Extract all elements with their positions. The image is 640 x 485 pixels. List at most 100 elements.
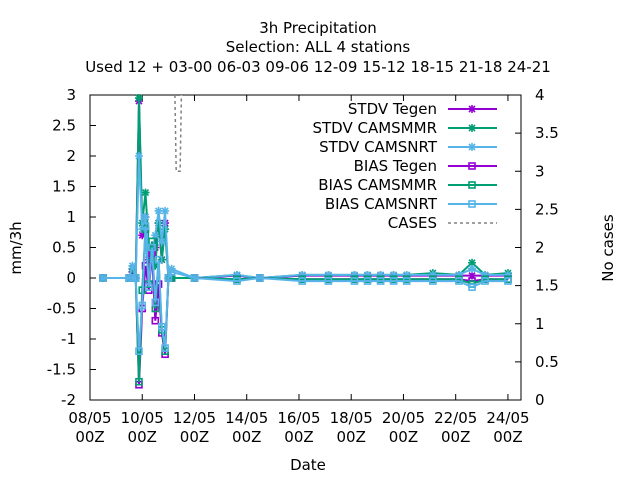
data-point [481,277,489,285]
legend-label: STDV CAMSNRT [319,138,438,156]
data-point [134,152,143,160]
y-tick-label: 1.5 [52,178,76,196]
data-point [135,377,143,386]
x-axis-label: Date [290,456,326,474]
data-point [429,277,437,285]
x-tick-label-date: 22/05 [434,409,477,427]
ticks-layer: 3 2.5 2 1.5 1 0.5 0 -0.5 -1 -1.5 -2 4 3.5 3 2.5 2 1.5 1 0.… [47,86,559,446]
data-point [481,270,490,279]
data-point [151,298,160,307]
data-point [428,270,437,279]
y-tick-label: 2.5 [52,117,76,135]
x-tick-label-date: 18/05 [330,409,373,427]
y2-tick-label: 0 [535,391,545,409]
data-point [154,219,163,228]
x-tick-label-date: 16/05 [277,409,320,427]
data-point [324,277,333,285]
x-tick-label-date: 20/05 [382,409,425,427]
data-point [161,344,169,352]
data-point [190,274,199,282]
data-point [151,316,160,325]
data-point [468,283,476,291]
data-point [141,188,150,197]
y2-tick-label: 3.5 [535,124,559,142]
data-point [141,222,150,230]
used-hours-line: Used 12 + 03-00 06-03 09-06 12-09 15-12 … [85,58,551,76]
y-axis-label: mm/3h [7,221,25,274]
data-point [141,213,150,221]
y-tick-label: -1 [61,330,76,348]
series-line [174,94,183,173]
legend-swatch-marker [468,200,476,208]
data-point [138,231,147,240]
data-point [298,277,307,285]
y-tick-label: 1 [66,208,76,226]
data-point [389,277,398,285]
series-cases [174,94,183,173]
y-tick-label: 0 [66,269,76,287]
y-tick-label: 2 [66,147,76,165]
legend-swatch-marker [468,124,476,132]
data-point [167,268,176,276]
y2-tick-label: 1.5 [535,277,559,295]
data-point [158,322,166,331]
series-line [103,229,508,382]
data-point [128,261,137,270]
data-point [148,243,156,252]
legend-label: CASES [388,214,437,232]
x-tick-label-hour: 00Z [75,428,104,446]
data-point [255,274,264,282]
legend-label: BIAS CAMSMMR [318,176,437,194]
data-point [131,274,140,282]
legend-swatch-marker [468,105,476,113]
data-point [350,277,359,285]
data-point [99,274,107,282]
chart-subtitle: Selection: ALL 4 stations [226,38,411,56]
data-point [232,270,241,279]
data-point [298,270,307,279]
x-tick-label-date: 24/05 [486,409,529,427]
data-point [376,270,385,279]
series-line [103,98,508,280]
data-point [324,270,333,279]
y-tick-label: 3 [66,86,76,104]
x-tick-label-date: 12/05 [173,409,216,427]
y-tick-label: 0.5 [52,239,76,257]
x-tick-label-date: 08/05 [68,409,111,427]
y2-tick-label: 4 [535,86,545,104]
series-layer [99,94,512,389]
data-point [402,277,411,285]
data-point [468,271,477,280]
data-point [138,301,147,310]
data-point [154,280,163,288]
y2-tick-label: 3 [535,162,545,180]
legend-label: BIAS Tegen [354,157,437,175]
data-point [503,270,512,279]
legend-swatch-marker [468,143,476,151]
data-point [154,206,163,215]
x-tick-label-hour: 00Z [441,428,470,446]
y-tick-label: -1.5 [47,361,76,379]
data-point [376,277,385,285]
data-point [389,270,398,279]
legend-label: STDV Tegen [348,100,437,118]
x-tick-label-hour: 00Z [180,428,209,446]
series-bias-camsnrt [99,222,512,356]
data-point [233,277,241,285]
data-point [402,270,411,279]
y-tick-label: -2 [61,391,76,409]
data-point [157,237,166,246]
series-stdv-camsmmr [99,94,512,282]
y2-tick-label: 2.5 [535,200,559,218]
x-tick-label-hour: 00Z [389,428,418,446]
x-tick-label-hour: 00Z [493,428,522,446]
y2-tick-label: 0.5 [535,353,559,371]
x-tick-label-hour: 00Z [337,428,366,446]
x-tick-label-hour: 00Z [284,428,313,446]
x-tick-label-hour: 00Z [232,428,261,446]
data-point [144,283,153,291]
data-point [468,258,477,267]
